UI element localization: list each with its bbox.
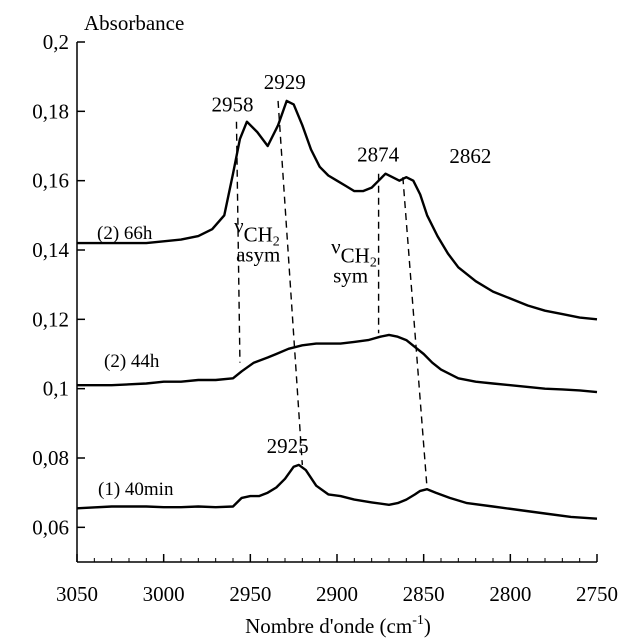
x-tick-label: 2850 bbox=[403, 582, 445, 606]
peak-guide-lines bbox=[235, 100, 428, 490]
y-tick-label: 0,06 bbox=[32, 515, 69, 539]
x-axis-title: Nombre d'onde (cm-1) bbox=[245, 613, 431, 638]
band-annotation: νCH2 bbox=[331, 234, 377, 270]
series-line bbox=[76, 463, 598, 520]
y-tick-label: 0,12 bbox=[32, 307, 69, 331]
peak-labels: 2958 2929 2874 2862 2925 bbox=[211, 70, 491, 458]
annotation-group: CH bbox=[341, 243, 370, 267]
y-tick-label: 0,14 bbox=[32, 238, 69, 262]
annotation-symbol: ν bbox=[234, 214, 244, 238]
peak-label: 2874 bbox=[357, 143, 400, 167]
series-labels: (1) 40min (2) 44h (2) 66h bbox=[97, 223, 174, 500]
peak-label: 2958 bbox=[211, 93, 253, 117]
spectra bbox=[76, 99, 598, 520]
y-tick-label: 0,1 bbox=[43, 377, 69, 401]
y-tick-label: 0,2 bbox=[43, 30, 69, 54]
y-tick-label: 0,18 bbox=[32, 99, 69, 123]
series-line bbox=[77, 333, 598, 394]
peak-guide-line bbox=[402, 177, 428, 490]
x-axis-title-close: ) bbox=[424, 614, 431, 638]
peak-guide-line bbox=[235, 121, 241, 363]
peak-label: 2862 bbox=[449, 144, 491, 168]
y-axis-title: Absorbance bbox=[84, 11, 184, 35]
y-tick-label: 0,16 bbox=[32, 169, 69, 193]
series-label: (1) 40min bbox=[98, 479, 174, 500]
annotation-index: 2 bbox=[370, 255, 377, 270]
series-line bbox=[77, 99, 598, 321]
annotation-index: 2 bbox=[273, 235, 280, 250]
band-mode-label: asym bbox=[236, 243, 280, 267]
x-axis: 3050 3000 2950 2900 2850 2800 2750 bbox=[56, 554, 618, 606]
x-tick-label: 2800 bbox=[489, 582, 531, 606]
x-tick-label: 3000 bbox=[143, 582, 185, 606]
x-tick-label: 3050 bbox=[56, 582, 98, 606]
series-label: (2) 44h bbox=[104, 351, 160, 372]
series-label: (2) 66h bbox=[97, 223, 153, 244]
x-tick-label: 2900 bbox=[316, 582, 358, 606]
x-tick-label: 2750 bbox=[576, 582, 618, 606]
x-axis-title-exponent: -1 bbox=[412, 613, 424, 628]
y-tick-label: 0,08 bbox=[32, 446, 69, 470]
annotation-group: CH bbox=[244, 223, 273, 247]
peak-label: 2925 bbox=[267, 434, 309, 458]
annotation-symbol: ν bbox=[331, 234, 341, 258]
x-tick-label: 2950 bbox=[229, 582, 271, 606]
peak-label: 2929 bbox=[264, 70, 306, 94]
x-axis-title-main: Nombre d'onde (cm bbox=[245, 614, 412, 638]
band-annotation: νCH2 bbox=[234, 214, 280, 250]
peak-guide-line bbox=[277, 100, 304, 465]
band-mode-label: sym bbox=[333, 263, 368, 287]
y-axis: 0,06 0,08 0,1 0,12 0,14 0,16 0,18 0,2 bbox=[32, 30, 85, 562]
